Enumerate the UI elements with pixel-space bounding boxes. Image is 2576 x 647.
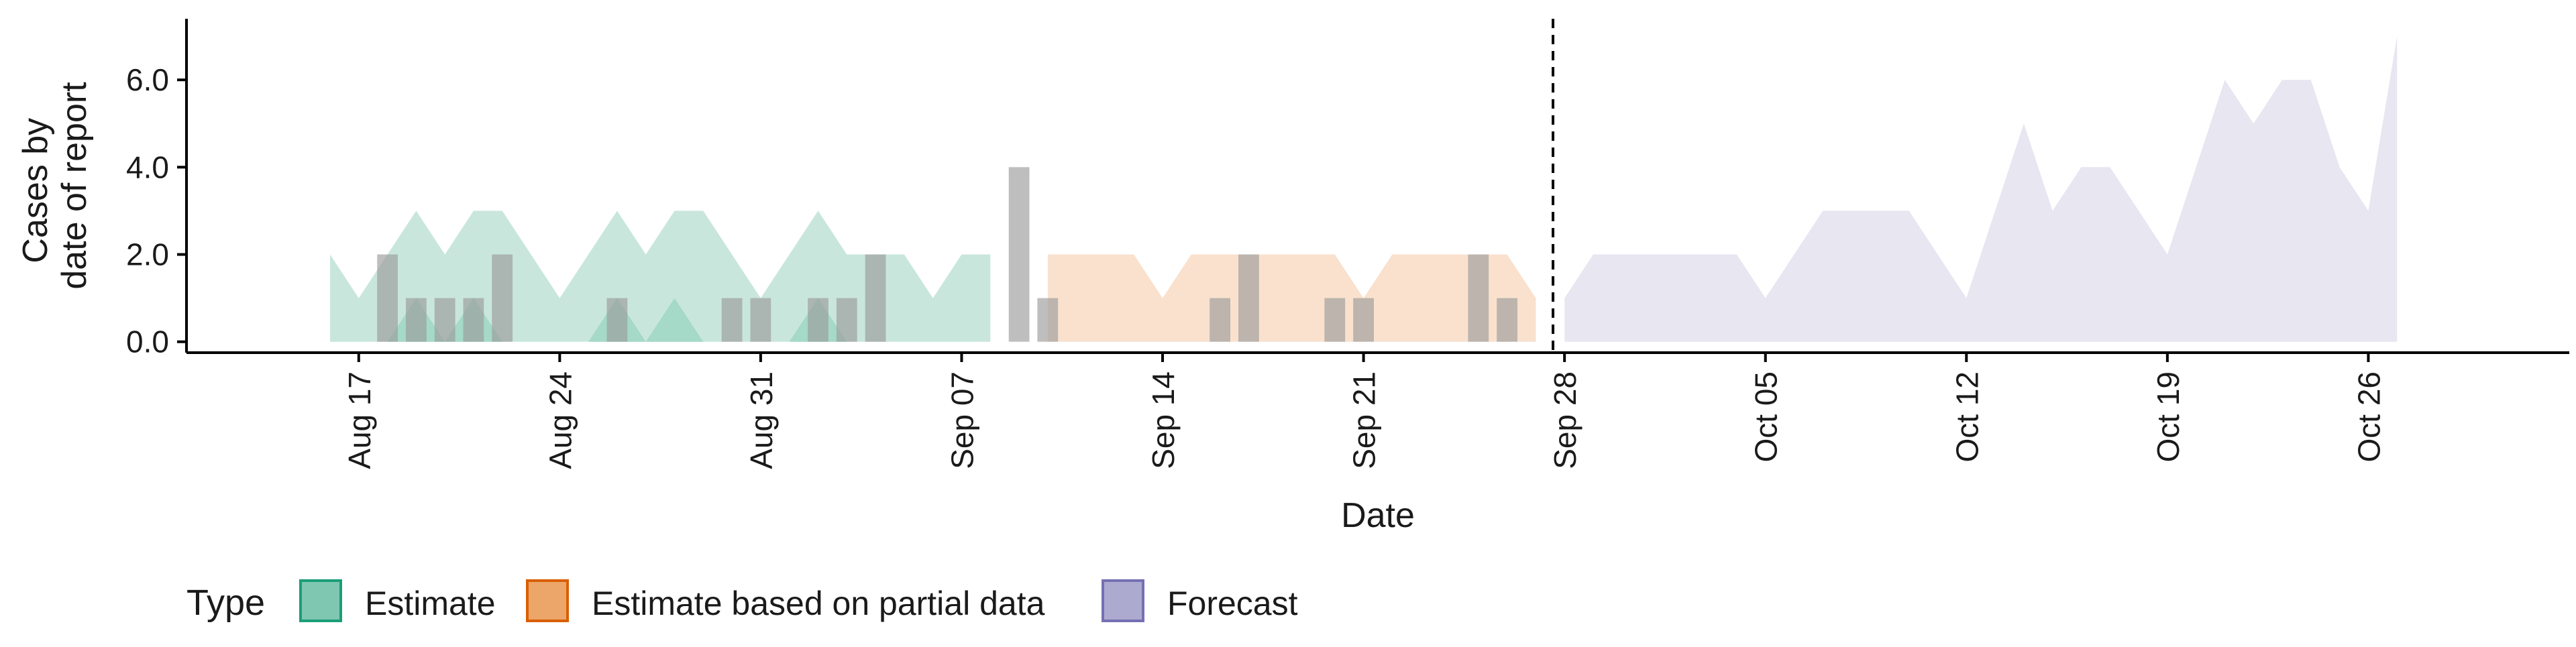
legend-title: Type: [186, 583, 265, 623]
observed-bar-18: [1497, 298, 1517, 342]
area-forecast-3-0: [1564, 36, 2398, 342]
observed-bar-16: [1353, 298, 1374, 342]
x-tick-label-5: Sep 21: [1347, 371, 1382, 469]
legend-label-0: Estimate: [365, 585, 496, 622]
observed-bar-17: [1468, 254, 1489, 342]
area-estimate-based-on-partial-data-2-0: [1047, 254, 1536, 342]
observed-bar-13: [1210, 298, 1230, 342]
legend: Type Estimate Estimate based on partial d…: [186, 579, 1298, 623]
observed-bars: [377, 167, 1517, 342]
observed-bar-1: [406, 298, 427, 342]
legend-label-1: Estimate based on partial data: [592, 585, 1045, 622]
y-axis-label-line-1: Cases by: [16, 118, 55, 263]
legend-key-2: [1102, 579, 1144, 622]
y-tick-label-2: 4.0: [126, 150, 169, 184]
x-tick-label-10: Oct 26: [2351, 371, 2386, 463]
x-tick-label-1: Aug 24: [543, 371, 578, 469]
x-tick-label-4: Sep 14: [1146, 371, 1181, 469]
x-axis-label: Date: [1341, 496, 1415, 535]
x-tick-label-0: Aug 17: [342, 371, 377, 469]
y-tick-label-1: 2.0: [126, 237, 169, 272]
observed-bar-7: [750, 298, 771, 342]
x-tick-label-2: Aug 31: [744, 371, 779, 469]
legend-key-1: [526, 579, 569, 622]
y-tick-label-3: 6.0: [126, 62, 169, 97]
x-tick-label-9: Oct 19: [2151, 371, 2186, 463]
legend-label-2: Forecast: [1167, 585, 1298, 622]
observed-bar-11: [1008, 167, 1030, 342]
observed-bar-3: [463, 298, 484, 342]
y-axis-label: Cases by date of report: [16, 82, 94, 290]
x-tick-label-6: Sep 28: [1548, 371, 1582, 469]
x-tick-label-3: Sep 07: [945, 371, 979, 469]
observed-bar-15: [1324, 298, 1346, 342]
observed-bar-8: [808, 298, 828, 342]
observed-bar-10: [865, 254, 886, 342]
observed-bar-12: [1037, 298, 1059, 342]
observed-bar-2: [434, 298, 455, 342]
estimate-areas: [330, 36, 2398, 342]
observed-bar-4: [492, 254, 513, 342]
y-tick-label-0: 0.0: [126, 325, 169, 359]
observed-bar-9: [836, 298, 857, 342]
observed-bar-14: [1238, 254, 1259, 342]
legend-key-0: [299, 579, 342, 622]
x-tick-label-8: Oct 12: [1949, 371, 1984, 463]
observed-bar-6: [721, 298, 743, 342]
y-axis-label-line-2: date of report: [55, 82, 94, 290]
y-axis-ticks: 0.0 2.0 4.0 6.0: [126, 62, 186, 359]
x-tick-label-7: Oct 05: [1749, 371, 1784, 463]
x-axis-ticks: Aug 17 Aug 24 Aug 31 Sep 07 Sep 14 Sep 21 Sep …: [342, 353, 2386, 469]
observed-bar-0: [377, 254, 398, 342]
observed-bar-5: [606, 298, 628, 342]
legend-items: Estimate Estimate based on partial data Fo…: [299, 579, 1298, 622]
